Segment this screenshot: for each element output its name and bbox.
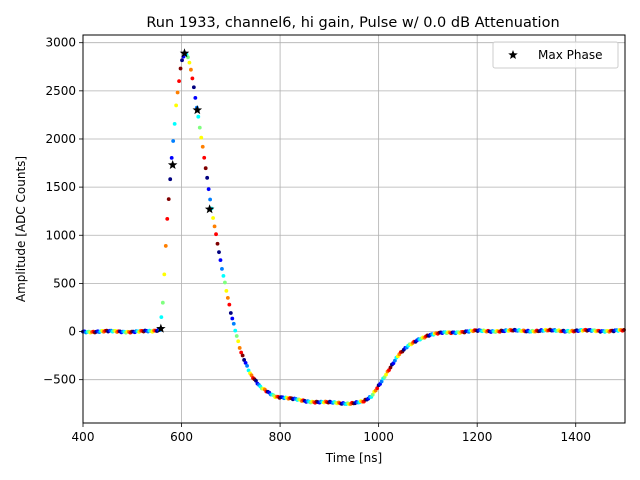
y-tick-label: 2500 — [45, 84, 76, 98]
pulse-point — [174, 103, 179, 108]
pulse-point — [393, 358, 397, 363]
pulse-point — [171, 139, 176, 143]
pulse-point — [203, 166, 208, 171]
pulse-point — [191, 85, 196, 90]
max-phase-star — [156, 323, 166, 333]
pulse-point — [163, 244, 168, 248]
pulse-point — [254, 378, 258, 383]
legend: Max Phase — [492, 41, 619, 69]
pulse-points — [81, 51, 626, 407]
grid-lines — [82, 35, 625, 423]
pulse-point — [384, 372, 388, 377]
x-tick-label: 400 — [72, 430, 95, 444]
max-phase-star — [192, 105, 203, 115]
y-tick-label: 3000 — [45, 36, 76, 50]
x-tick-label: 1400 — [560, 430, 591, 444]
y-tick-label: 500 — [53, 276, 76, 290]
y-axis-ticks: −500 0 500 1000 1500 2000 2500 3000 — [43, 36, 83, 387]
pulse-point — [166, 197, 171, 202]
pulse-point — [234, 334, 239, 338]
pulse-point — [237, 346, 242, 350]
pulse-point — [212, 224, 217, 229]
max-phase-star — [167, 159, 178, 170]
pulse-point — [370, 392, 375, 397]
pulse-point — [177, 79, 181, 84]
max-phase-markers — [156, 48, 215, 333]
pulse-point — [231, 321, 236, 326]
x-axis-label: Time [ns] — [325, 451, 382, 465]
pulse-point — [175, 90, 180, 95]
y-tick-label: 1000 — [45, 228, 76, 242]
pulse-point — [240, 353, 245, 358]
pulse-point — [215, 241, 220, 246]
x-axis-ticks: 400 600 800 1000 1200 1400 — [72, 423, 591, 444]
pulse-point — [165, 216, 170, 221]
y-tick-label: 0 — [68, 325, 76, 339]
pulse-point — [227, 302, 232, 307]
pulse-point — [230, 316, 235, 321]
pulse-point — [196, 114, 201, 119]
x-tick-label: 1000 — [363, 430, 394, 444]
pulse-point — [243, 361, 248, 365]
y-tick-label: −500 — [43, 373, 76, 387]
max-phase-star — [179, 48, 190, 58]
pulse-point — [375, 386, 380, 391]
pulse-point — [162, 272, 167, 277]
pulse-point — [202, 155, 207, 160]
pulse-point — [388, 365, 393, 370]
plot-frame — [82, 34, 626, 424]
legend-star-icon — [508, 50, 518, 60]
pulse-point — [172, 121, 177, 126]
pulse-point — [208, 197, 213, 202]
pulse-point — [214, 232, 218, 237]
max-phase-star — [204, 204, 215, 214]
pulse-point — [242, 358, 247, 362]
legend-label: Max Phase — [538, 48, 602, 62]
pulse-point — [159, 315, 164, 320]
pulse-point — [206, 187, 211, 192]
pulse-point — [225, 296, 230, 300]
pulse-point — [223, 280, 227, 285]
pulse-point — [187, 60, 192, 65]
x-tick-label: 1200 — [462, 430, 493, 444]
x-tick-label: 800 — [269, 430, 292, 444]
pulse-point — [193, 95, 198, 100]
chart-title: Run 1933, channel6, hi gain, Pulse w/ 0.… — [146, 15, 559, 31]
pulse-point — [160, 300, 165, 305]
pulse-point — [180, 58, 184, 63]
pulse-point — [221, 273, 226, 278]
pulse-point — [205, 175, 210, 180]
pulse-point — [197, 125, 202, 130]
pulse-point — [246, 368, 251, 373]
y-tick-label: 2000 — [45, 132, 76, 146]
y-axis-label: Amplitude [ADC Counts] — [14, 156, 28, 302]
pulse-point — [211, 216, 215, 220]
pulse-point — [190, 76, 195, 81]
pulse-point — [379, 379, 384, 384]
pulse-point — [218, 258, 223, 263]
legend-box — [492, 41, 619, 69]
pulse-point — [245, 364, 249, 368]
pulse-point — [189, 67, 193, 72]
pulse-point — [217, 250, 221, 255]
pulse-point — [200, 144, 205, 149]
x-tick-label: 600 — [170, 430, 193, 444]
pulse-point — [224, 288, 229, 293]
pulse-point — [228, 311, 233, 315]
pulse-point — [220, 266, 224, 271]
pulse-point — [169, 155, 174, 160]
pulse-point — [249, 373, 254, 378]
pulse-point — [168, 177, 173, 182]
pulse-point — [199, 135, 204, 140]
y-tick-label: 1500 — [45, 180, 76, 194]
pulse-point — [236, 339, 241, 344]
pulse-point — [233, 328, 238, 333]
pulse-point — [178, 66, 183, 71]
pulse-point — [239, 350, 244, 355]
